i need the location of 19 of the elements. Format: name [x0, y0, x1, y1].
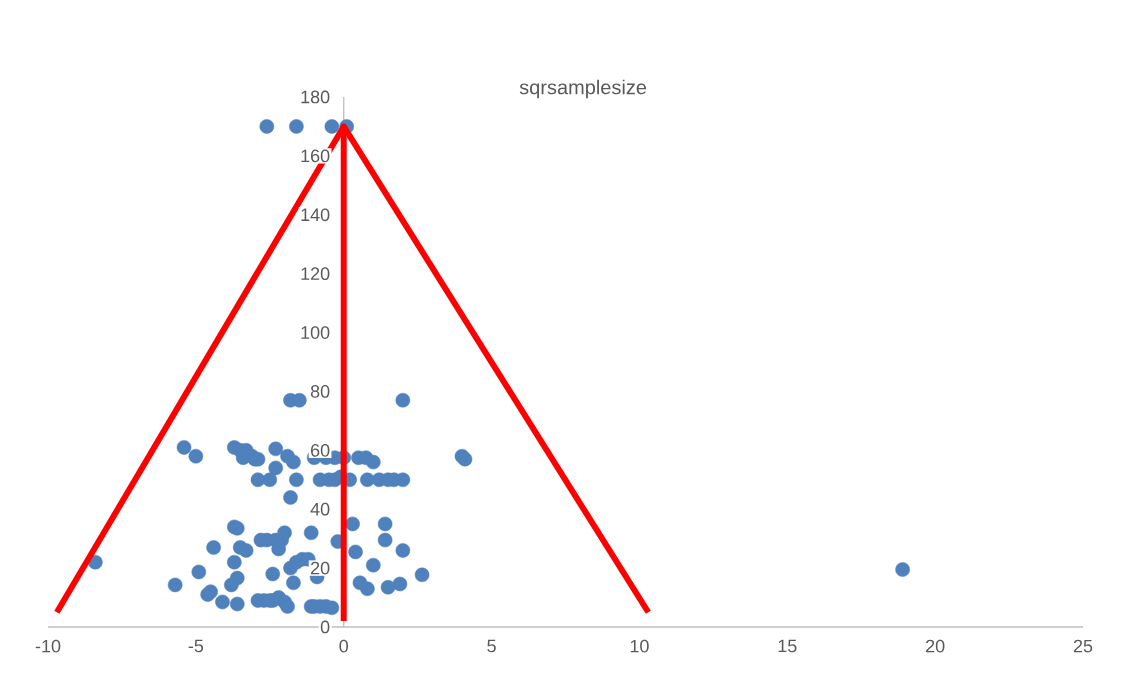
y-tick-label: 40	[310, 502, 330, 516]
x-tick-label: 15	[778, 639, 797, 653]
y-tick-label: 120	[301, 267, 330, 281]
x-tick-label: 0	[339, 639, 349, 653]
x-tick-label: -5	[188, 639, 204, 653]
x-tick-label: 5	[487, 639, 496, 653]
x-tick-label: 25	[1073, 639, 1093, 653]
y-tick-label: 0	[320, 620, 330, 634]
y-tick-label: 140	[301, 208, 330, 222]
y-tick-label: 100	[301, 326, 330, 339]
y-tick-label: 20	[311, 561, 330, 575]
y-tick-label: 80	[310, 385, 330, 398]
y-tick-label: 160	[301, 149, 330, 163]
x-tick-label: 20	[926, 639, 945, 653]
y-tick-label: 60	[311, 443, 330, 457]
x-tick-label: -10	[35, 639, 61, 653]
y-tick-label: 180	[301, 90, 330, 104]
x-tick-label: 10	[630, 639, 649, 653]
chart-title: sqrsamplesize	[519, 79, 647, 99]
